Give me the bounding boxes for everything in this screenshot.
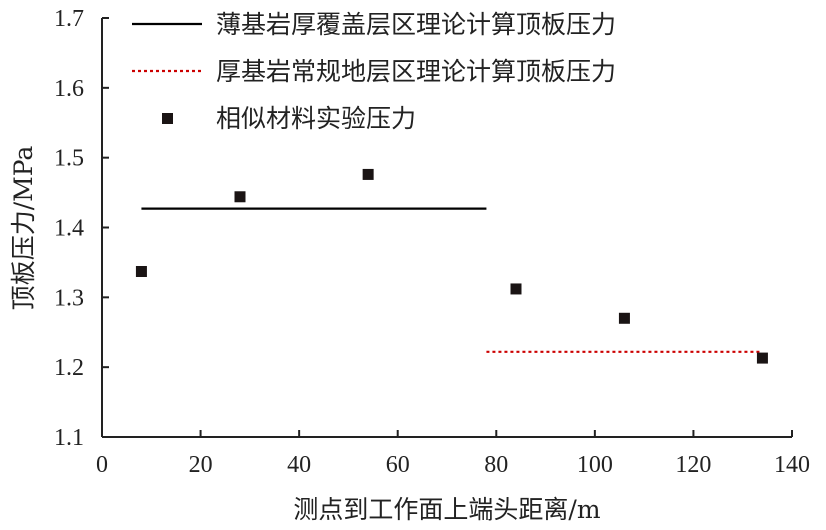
x-tick-label: 20 (189, 452, 213, 478)
x-axis-title: 测点到工作面上端头距离/m (293, 495, 600, 524)
data-point (135, 265, 147, 277)
data-point (234, 191, 246, 203)
data-point (510, 283, 522, 295)
legend-swatch-3 (162, 113, 173, 124)
legend-label: 厚基岩常规地层区理论计算顶板压力 (216, 57, 616, 86)
x-tick-label: 40 (287, 452, 311, 478)
x-tick-label: 100 (577, 452, 613, 478)
legend-label: 薄基岩厚覆盖层区理论计算顶板压力 (216, 10, 616, 39)
legend-label: 相似材料实验压力 (216, 104, 416, 133)
y-axis-title: 顶板压力/MPa (9, 146, 38, 311)
y-tick-label: 1.6 (54, 76, 84, 102)
x-tick-label: 0 (96, 452, 108, 478)
x-tick-label: 140 (774, 452, 810, 478)
x-tick-label: 60 (386, 452, 410, 478)
y-tick-label: 1.4 (54, 216, 84, 242)
y-tick-label: 1.7 (54, 6, 84, 32)
data-point (756, 352, 768, 364)
data-point (362, 168, 374, 180)
y-tick-label: 1.1 (54, 425, 84, 451)
x-ticks: 0 20 40 60 80 100 120 140 (96, 430, 810, 478)
data-point (618, 312, 630, 324)
y-tick-label: 1.2 (54, 355, 84, 381)
y-tick-label: 1.3 (54, 285, 84, 311)
x-tick-label: 120 (675, 452, 711, 478)
series-layer (135, 168, 768, 364)
y-tick-label: 1.5 (54, 146, 84, 172)
y-ticks: 1.1 1.2 1.3 1.4 1.5 1.6 1.7 (54, 6, 109, 451)
x-tick-label: 80 (484, 452, 508, 478)
